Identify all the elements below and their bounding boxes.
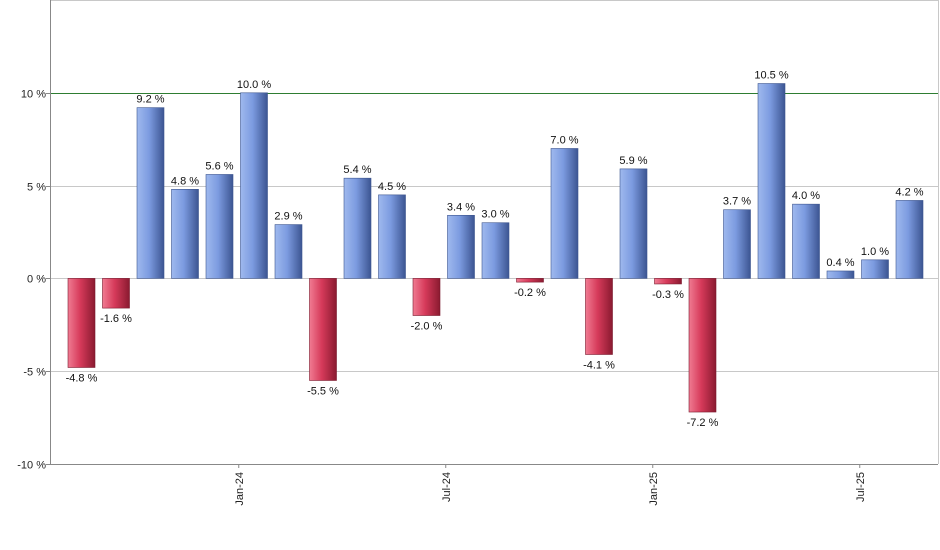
bar-positive	[826, 270, 855, 279]
x-tick-label: Jul-25	[855, 472, 867, 502]
data-label: 0.4 %	[826, 257, 854, 269]
y-tick-label: 0 %	[27, 274, 46, 286]
data-label: 4.8 %	[171, 175, 199, 187]
bar-positive	[205, 174, 234, 279]
bar-positive	[792, 203, 820, 279]
axis-layer: -10 % -5 % 0 % 5 % 10 % Jan-24 Jul-24 Jan-25 Jul…	[17, 0, 939, 506]
data-label: -4.1 %	[583, 359, 615, 371]
data-label: 4.5 %	[378, 181, 406, 193]
data-label: 10.5 %	[754, 70, 788, 82]
y-tick-label: -10 %	[17, 460, 46, 472]
bar-negative	[654, 278, 682, 285]
bar-positive	[136, 107, 165, 279]
x-tick-label: Jan-25	[648, 472, 660, 506]
bar-negative	[688, 278, 717, 413]
y-tick-label: -5 %	[23, 367, 46, 379]
bar-positive	[378, 194, 406, 279]
bar-positive	[171, 189, 199, 279]
data-label: 5.4 %	[343, 164, 371, 176]
bars-layer	[67, 83, 924, 413]
bar-positive	[240, 92, 268, 279]
bar-negative	[412, 278, 441, 316]
bar-negative	[67, 278, 96, 368]
data-label: 10.0 %	[237, 79, 271, 91]
data-label: 5.6 %	[205, 160, 233, 172]
bar-negative	[585, 278, 613, 355]
bar-positive	[861, 259, 889, 279]
bar-positive	[343, 177, 372, 279]
data-label: -5.5 %	[307, 385, 339, 397]
bar-positive	[447, 214, 475, 279]
data-label: 3.7 %	[723, 196, 751, 208]
bar-positive	[550, 148, 579, 279]
data-label: 4.0 %	[792, 190, 820, 202]
bar-negative	[309, 278, 337, 381]
bar-positive	[274, 224, 303, 279]
bar-positive	[757, 83, 786, 279]
x-tick-label: Jan-24	[234, 472, 246, 506]
bar-positive	[723, 209, 751, 279]
data-label: 5.9 %	[619, 155, 647, 167]
bar-negative	[102, 278, 130, 309]
x-tick-label: Jul-24	[441, 472, 453, 502]
data-label: 7.0 %	[550, 134, 578, 146]
data-label: -4.8 %	[66, 372, 98, 384]
y-tick-label: 5 %	[27, 182, 46, 194]
data-label: -1.6 %	[100, 313, 132, 325]
data-label: -0.2 %	[514, 287, 546, 299]
y-tick-label: 10 %	[21, 89, 46, 101]
data-label: 2.9 %	[274, 211, 302, 223]
bar-negative	[516, 278, 544, 283]
bar-positive	[619, 168, 648, 279]
data-label: 3.4 %	[447, 201, 475, 213]
bar-positive	[481, 222, 510, 279]
data-label: 9.2 %	[136, 94, 164, 106]
data-label: -2.0 %	[411, 321, 443, 333]
data-label: 1.0 %	[861, 246, 889, 258]
labels-layer: -4.8 % -1.6 % 9.2 % 4.8 % 5.6 % 10.0 % 2.9 % -5…	[66, 70, 924, 430]
data-label: 4.2 %	[895, 186, 923, 198]
data-label: -0.3 %	[652, 289, 684, 301]
data-label: 3.0 %	[481, 209, 509, 221]
bar-positive	[895, 200, 924, 279]
data-label: -7.2 %	[687, 417, 719, 429]
